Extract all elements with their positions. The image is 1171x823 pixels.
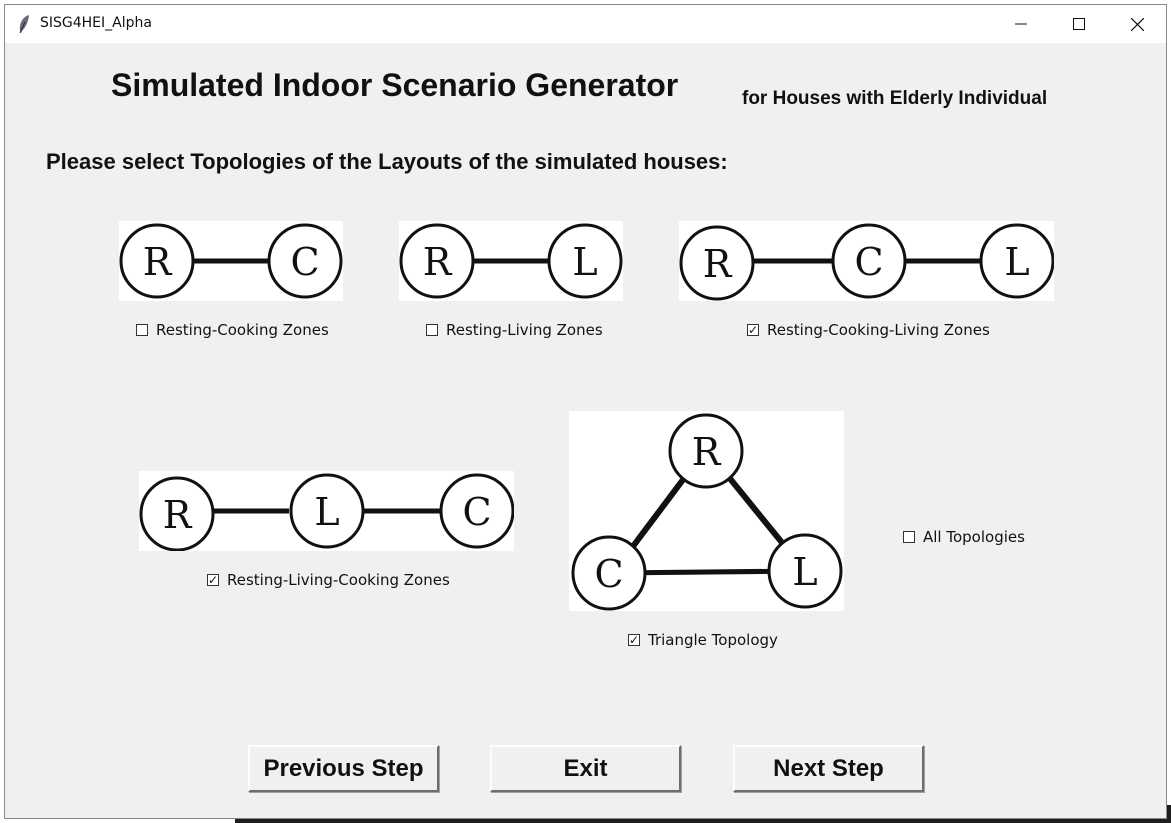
window-title: SISG4HEI_Alpha	[40, 15, 152, 31]
maximize-icon	[1073, 18, 1085, 30]
node-label: L	[1004, 240, 1029, 284]
topology-rcl-diagram: R C L	[679, 221, 1054, 301]
node-label: R	[703, 242, 733, 286]
feather-icon	[19, 15, 29, 34]
app-window: SISG4HEI_Alpha Simulated Indoor Scenario…	[4, 4, 1167, 819]
checkbox-box[interactable]: ✓	[628, 634, 640, 646]
checkbox-label: Resting-Living-Cooking Zones	[227, 571, 450, 589]
check-icon: ✓	[628, 633, 640, 647]
checkbox-triangle-topology[interactable]: ✓ Triangle Topology	[628, 631, 778, 649]
minimize-icon	[1015, 23, 1027, 25]
close-icon	[1130, 17, 1144, 31]
checkbox-resting-cooking[interactable]: Resting-Cooking Zones	[136, 321, 329, 339]
minimize-button[interactable]	[992, 5, 1050, 43]
node-label: L	[572, 240, 597, 284]
node-label: R	[423, 240, 453, 284]
node-label: R	[692, 430, 722, 474]
checkbox-resting-cooking-living[interactable]: ✓ Resting-Cooking-Living Zones	[747, 321, 990, 339]
title-bar[interactable]: SISG4HEI_Alpha	[5, 5, 1166, 43]
checkbox-box[interactable]: ✓	[747, 324, 759, 336]
node-label: L	[314, 490, 339, 534]
checkbox-box[interactable]	[903, 531, 915, 543]
topology-rc-diagram: R C	[119, 221, 343, 301]
checkbox-resting-living[interactable]: Resting-Living Zones	[426, 321, 603, 339]
checkbox-box[interactable]: ✓	[207, 574, 219, 586]
checkbox-resting-living-cooking[interactable]: ✓ Resting-Living-Cooking Zones	[207, 571, 450, 589]
close-button[interactable]	[1108, 5, 1166, 43]
node-label: C	[462, 490, 491, 534]
node-label: R	[143, 240, 173, 284]
selection-prompt: Please select Topologies of the Layouts …	[46, 149, 728, 174]
next-step-button[interactable]: Next Step	[733, 745, 924, 792]
checkbox-label: Triangle Topology	[648, 631, 778, 649]
previous-step-button[interactable]: Previous Step	[248, 745, 439, 792]
topology-rlc-diagram: R L C	[139, 471, 514, 551]
checkbox-box[interactable]	[426, 324, 438, 336]
page-subtitle: for Houses with Elderly Individual	[742, 88, 1048, 109]
checkbox-box[interactable]	[136, 324, 148, 336]
node-label: R	[163, 493, 193, 537]
check-icon: ✓	[747, 323, 759, 337]
node-label: C	[594, 552, 623, 596]
topology-rl-diagram: R L	[399, 221, 623, 301]
checkbox-label: Resting-Cooking Zones	[156, 321, 329, 339]
node-label: C	[854, 240, 883, 284]
checkbox-all-topologies[interactable]: All Topologies	[903, 528, 1025, 546]
page-title: Simulated Indoor Scenario Generator	[111, 67, 679, 103]
node-label: C	[290, 240, 319, 284]
check-icon: ✓	[207, 573, 219, 587]
node-label: L	[792, 550, 817, 594]
checkbox-label: All Topologies	[923, 528, 1025, 546]
maximize-button[interactable]	[1050, 5, 1108, 43]
exit-button[interactable]: Exit	[490, 745, 681, 792]
checkbox-label: Resting-Living Zones	[446, 321, 603, 339]
checkbox-label: Resting-Cooking-Living Zones	[767, 321, 990, 339]
topology-triangle-diagram: R C L	[569, 411, 844, 611]
